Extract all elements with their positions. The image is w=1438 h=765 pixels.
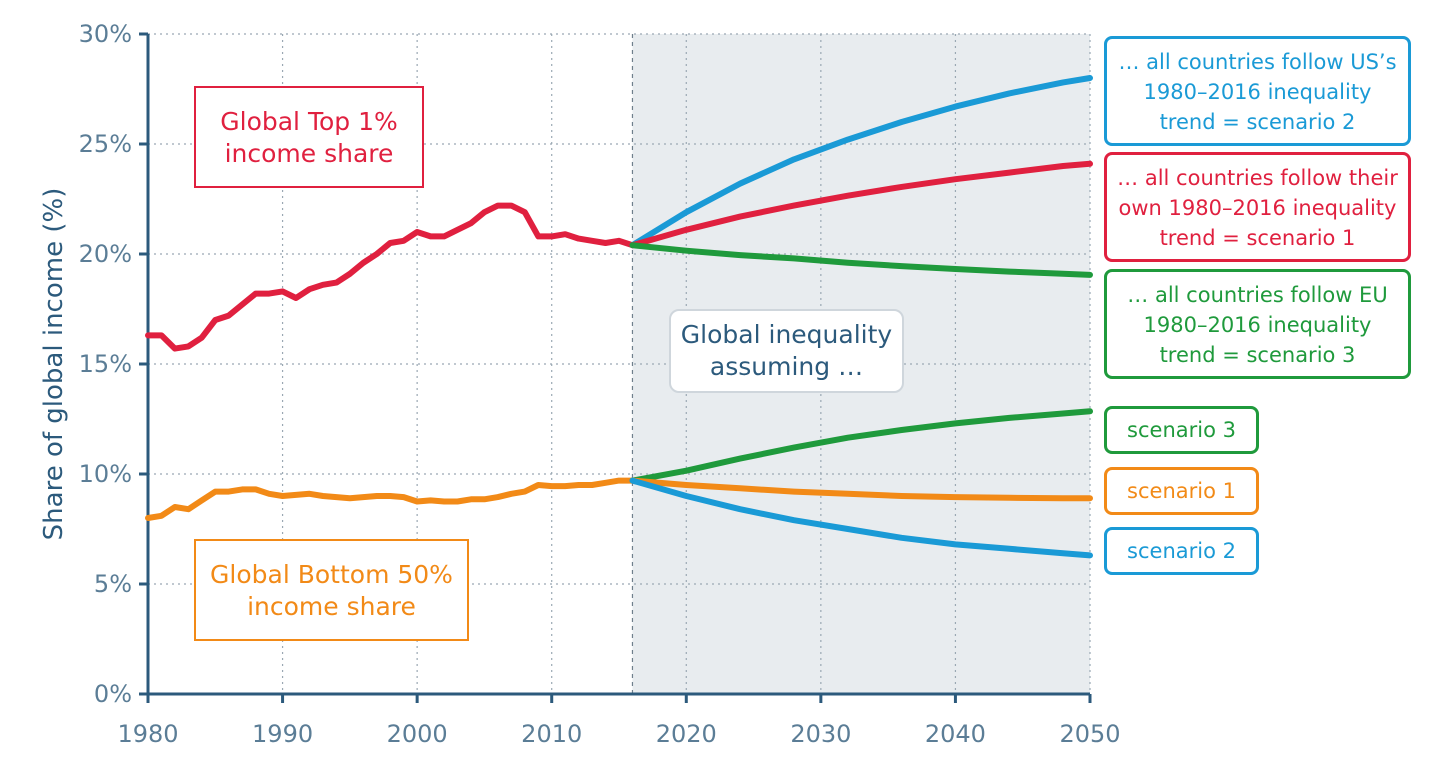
scenario1-line1: … all countries follow their [1117, 166, 1398, 190]
x-tick-label-1990: 1990 [252, 720, 313, 748]
top1-label-line1: Global Top 1% [220, 107, 398, 136]
center-label-line2: assuming … [709, 352, 864, 381]
tick-labels: 0% 5% 10% 15% 20% 25% 30% 1980 1990 2000 2010 2020 2… [79, 20, 1121, 748]
x-tick-label-1980: 1980 [117, 720, 178, 748]
series-line-bottom50-scenario3 [629, 408, 1093, 484]
y-tick-label-5: 5% [94, 570, 132, 598]
scenario2-line1: … all countries follow US’s [1118, 50, 1397, 74]
series-line-bottom50-hist [145, 477, 636, 521]
x-tick-label-2010: 2010 [521, 720, 582, 748]
y-axis-label: Share of global income (%) [39, 188, 69, 541]
y-tick-label-10: 10% [79, 460, 132, 488]
x-tick-label-2040: 2040 [925, 720, 986, 748]
scenario2-line3: trend = scenario 2 [1159, 110, 1356, 134]
scenario3-line1: … all countries follow EU [1127, 283, 1388, 307]
y-tick-label-30: 30% [79, 20, 132, 48]
scenario2-line2: 1980–2016 inequality [1143, 80, 1372, 104]
axes [139, 32, 1092, 703]
scenario3-line3: trend = scenario 3 [1159, 343, 1356, 367]
y-tick-label-20: 20% [79, 240, 132, 268]
bottom50-label-line1: Global Bottom 50% [210, 560, 453, 589]
top1-label-line2: income share [224, 139, 394, 168]
top1-label: Global Top 1% income share [194, 86, 424, 188]
scenario3-line2: 1980–2016 inequality [1143, 313, 1372, 337]
x-tick-label-2000: 2000 [387, 720, 448, 748]
y-tick-label-15: 15% [79, 350, 132, 378]
x-tick-label-2050: 2050 [1059, 720, 1120, 748]
bottom-scenario1-label: scenario 1 [1104, 467, 1259, 515]
scenario1-description-box: … all countries follow their own 1980–20… [1104, 152, 1411, 262]
series-line-top1-scenario1 [629, 160, 1093, 249]
forecast-assumption-label: Global inequality assuming … [669, 309, 904, 393]
x-tick-label-2020: 2020 [656, 720, 717, 748]
x-tick-label-2030: 2030 [790, 720, 851, 748]
series-lines [145, 75, 1093, 559]
series-line-top1-scenario3 [629, 242, 1093, 278]
bottom-scenario2-label: scenario 2 [1104, 527, 1259, 575]
y-tick-label-0: 0% [94, 680, 132, 708]
bottom50-label: Global Bottom 50% income share [194, 539, 469, 641]
scenario1-line3: trend = scenario 1 [1159, 226, 1356, 250]
bottom-scenario3-label: scenario 3 [1104, 406, 1259, 454]
scenario3-description-box: … all countries follow EU 1980–2016 ineq… [1104, 269, 1411, 379]
series-line-top1-hist [145, 202, 636, 352]
scenario2-description-box: … all countries follow US’s 1980–2016 in… [1104, 36, 1411, 146]
bottom50-label-line2: income share [247, 592, 416, 621]
scenario1-line2: own 1980–2016 inequality [1118, 196, 1397, 220]
series-line-bottom50-scenario1 [629, 477, 1093, 502]
series-line-bottom50-scenario2 [629, 477, 1093, 559]
series-line-top1-scenario2 [629, 75, 1093, 249]
y-tick-label-25: 25% [79, 130, 132, 158]
center-label-line1: Global inequality [680, 320, 893, 349]
